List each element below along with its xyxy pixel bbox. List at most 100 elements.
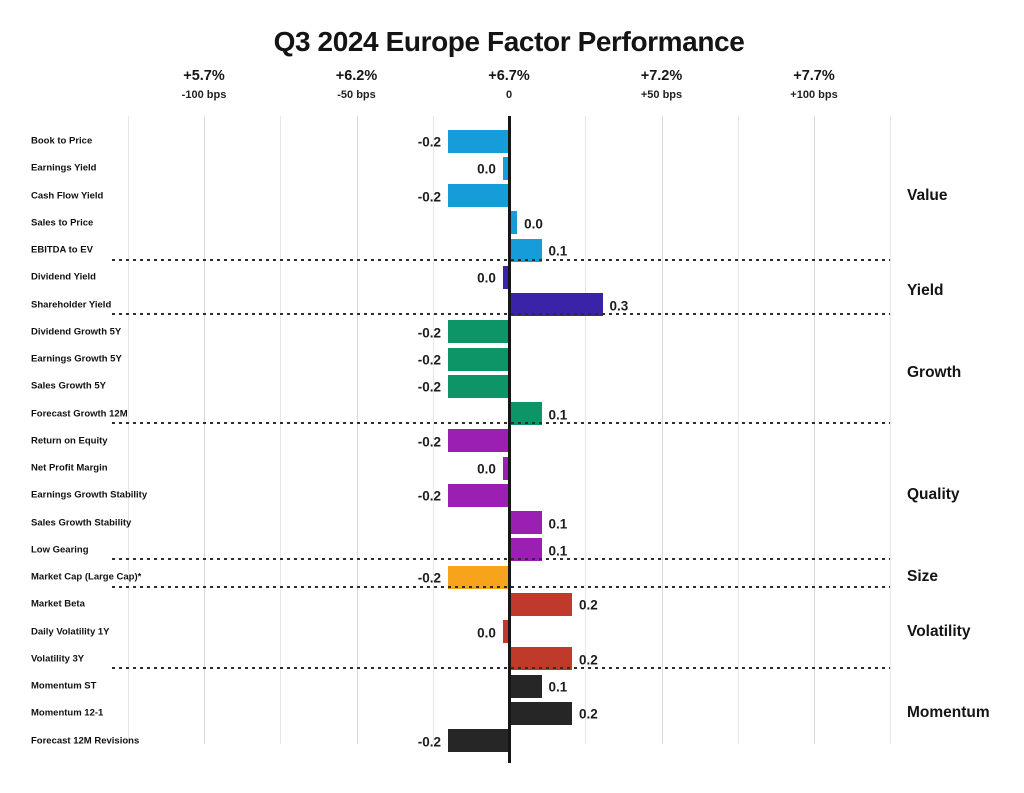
row-label: Earnings Yield (31, 162, 97, 174)
axis-tick-pct: +7.7% (793, 68, 835, 84)
row-label: Sales Growth Stability (31, 517, 132, 528)
bar-value-label: 0.0 (477, 625, 496, 640)
row-label: Return on Equity (31, 435, 108, 447)
group-separator (112, 585, 890, 588)
row-label: Net Profit Margin (31, 462, 108, 474)
bar-value-label: -0.2 (417, 352, 441, 368)
axis-tick-bps: +50 bps (640, 89, 683, 101)
bar (502, 456, 509, 480)
gridline (280, 116, 282, 744)
bar-value-label: 0.0 (477, 270, 496, 286)
bar-value-label: 0.2 (579, 706, 598, 722)
bar-value-label: -0.2 (417, 434, 441, 450)
axis-tick-pct: +6.2% (335, 68, 378, 84)
bar-value-label: 0.1 (548, 543, 568, 559)
group-label: Quality (907, 486, 960, 504)
group-label: Yield (907, 281, 944, 299)
row-label: Book to Price (31, 135, 93, 147)
axis-tick-bps: +100 bps (790, 89, 838, 101)
row-label: Earnings Growth Stability (31, 489, 148, 501)
gridline (432, 116, 434, 744)
axis-tick-bps: 0 (505, 89, 513, 101)
row-label: Shareholder Yield (31, 299, 112, 310)
axis-tick-bps: -100 bps (181, 89, 227, 101)
bar (511, 538, 542, 562)
row-label: Sales to Price (31, 217, 94, 229)
bar (511, 701, 572, 725)
row-label: EBITDA to EV (31, 244, 93, 256)
gridline (127, 116, 129, 744)
bar-value-label: 0.1 (548, 516, 568, 531)
bar (448, 129, 509, 153)
bar (511, 402, 542, 425)
bar (448, 565, 509, 589)
bar (511, 674, 542, 698)
gridline (585, 116, 587, 744)
bar-value-label: -0.2 (417, 134, 441, 150)
bar-value-label: 0.2 (579, 597, 598, 613)
row-label: Momentum 12-1 (31, 707, 104, 719)
row-label: Low Gearing (31, 544, 89, 556)
group-label: Growth (907, 363, 962, 381)
bar-value-label: -0.2 (417, 189, 441, 204)
axis-tick-pct: +5.7% (183, 68, 225, 84)
bar (511, 511, 542, 534)
group-label: Value (907, 186, 948, 204)
group-separator (112, 422, 890, 425)
bar-value-label: -0.2 (417, 734, 441, 749)
row-label: Cash Flow Yield (31, 190, 104, 201)
chart-title: Q3 2024 Europe Factor Performance (273, 26, 745, 57)
gridline (204, 116, 205, 744)
group-separator (112, 313, 890, 316)
row-label: Dividend Yield (31, 271, 96, 283)
gridline (661, 116, 663, 744)
bar (448, 483, 509, 507)
bar (448, 374, 509, 398)
row-label: Momentum ST (31, 680, 97, 692)
group-separator (112, 258, 890, 261)
group-label: Momentum (907, 704, 990, 722)
bar-value-label: 0.1 (548, 243, 568, 259)
axis-tick-pct: +6.7% (488, 68, 530, 84)
bar (448, 320, 509, 344)
bar (448, 429, 509, 453)
group-label: Size (907, 568, 939, 585)
bar (448, 184, 509, 207)
bar-value-label: -0.2 (417, 488, 441, 504)
gridline (737, 116, 739, 744)
bar-value-label: 0.0 (477, 461, 496, 477)
bar-value-label: 0.0 (477, 161, 496, 177)
row-label: Daily Volatility 1Y (31, 626, 110, 637)
bar (511, 647, 572, 671)
bar (502, 156, 509, 180)
bar-value-label: 0.0 (524, 216, 543, 232)
bar-value-label: 0.3 (609, 298, 629, 313)
row-label: Forecast Growth 12M (31, 408, 128, 419)
row-label: Dividend Growth 5Y (31, 326, 122, 338)
group-label: Volatility (907, 622, 971, 640)
bar (448, 729, 509, 752)
bar (511, 238, 542, 262)
group-separator (112, 667, 890, 670)
group-separator (112, 558, 890, 561)
bar-value-label: 0.1 (548, 407, 568, 422)
bar-value-label: 0.2 (579, 652, 598, 668)
axis-tick-bps: -50 bps (337, 89, 376, 101)
bar (511, 211, 518, 235)
bar (502, 620, 509, 643)
bar (511, 293, 603, 316)
row-label: Market Cap (Large Cap)* (31, 571, 142, 583)
axis-tick-pct: +7.2% (640, 68, 683, 84)
row-label: Sales Growth 5Y (31, 380, 106, 392)
row-label: Market Beta (31, 598, 85, 610)
bar-value-label: -0.2 (417, 379, 441, 395)
bar-value-label: -0.2 (417, 325, 441, 341)
gridline (890, 116, 892, 744)
bar-value-label: 0.1 (548, 679, 568, 695)
row-label: Earnings Growth 5Y (31, 353, 122, 365)
gridline (356, 116, 358, 744)
gridline (814, 116, 815, 744)
row-label: Volatility 3Y (31, 653, 85, 665)
zero-axis-line (508, 116, 511, 763)
